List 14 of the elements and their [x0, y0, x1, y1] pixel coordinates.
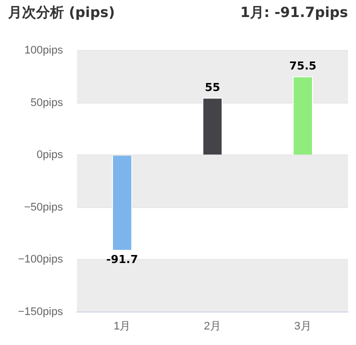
x-tick-label: 1月: [114, 320, 131, 332]
data-label: -91.7: [106, 253, 138, 266]
text: 1月: -91.7pips: [240, 4, 348, 22]
data-label: 75.5: [289, 60, 316, 73]
y-tick-label: −150pips: [18, 306, 64, 318]
x-tick-label: 3月: [294, 320, 312, 332]
y-tick-label: 100pips: [24, 44, 64, 57]
y-tick-label: 0pips: [36, 149, 64, 162]
y-tick-label: −100pips: [18, 254, 64, 266]
data-label: 55: [204, 80, 220, 94]
x-tick-label: 2月: [204, 320, 222, 332]
chart-title: 月次分析 (pips): [8, 4, 115, 22]
y-tick-label: −50pips: [24, 201, 64, 214]
y-tick-label: 50pips: [30, 96, 64, 109]
